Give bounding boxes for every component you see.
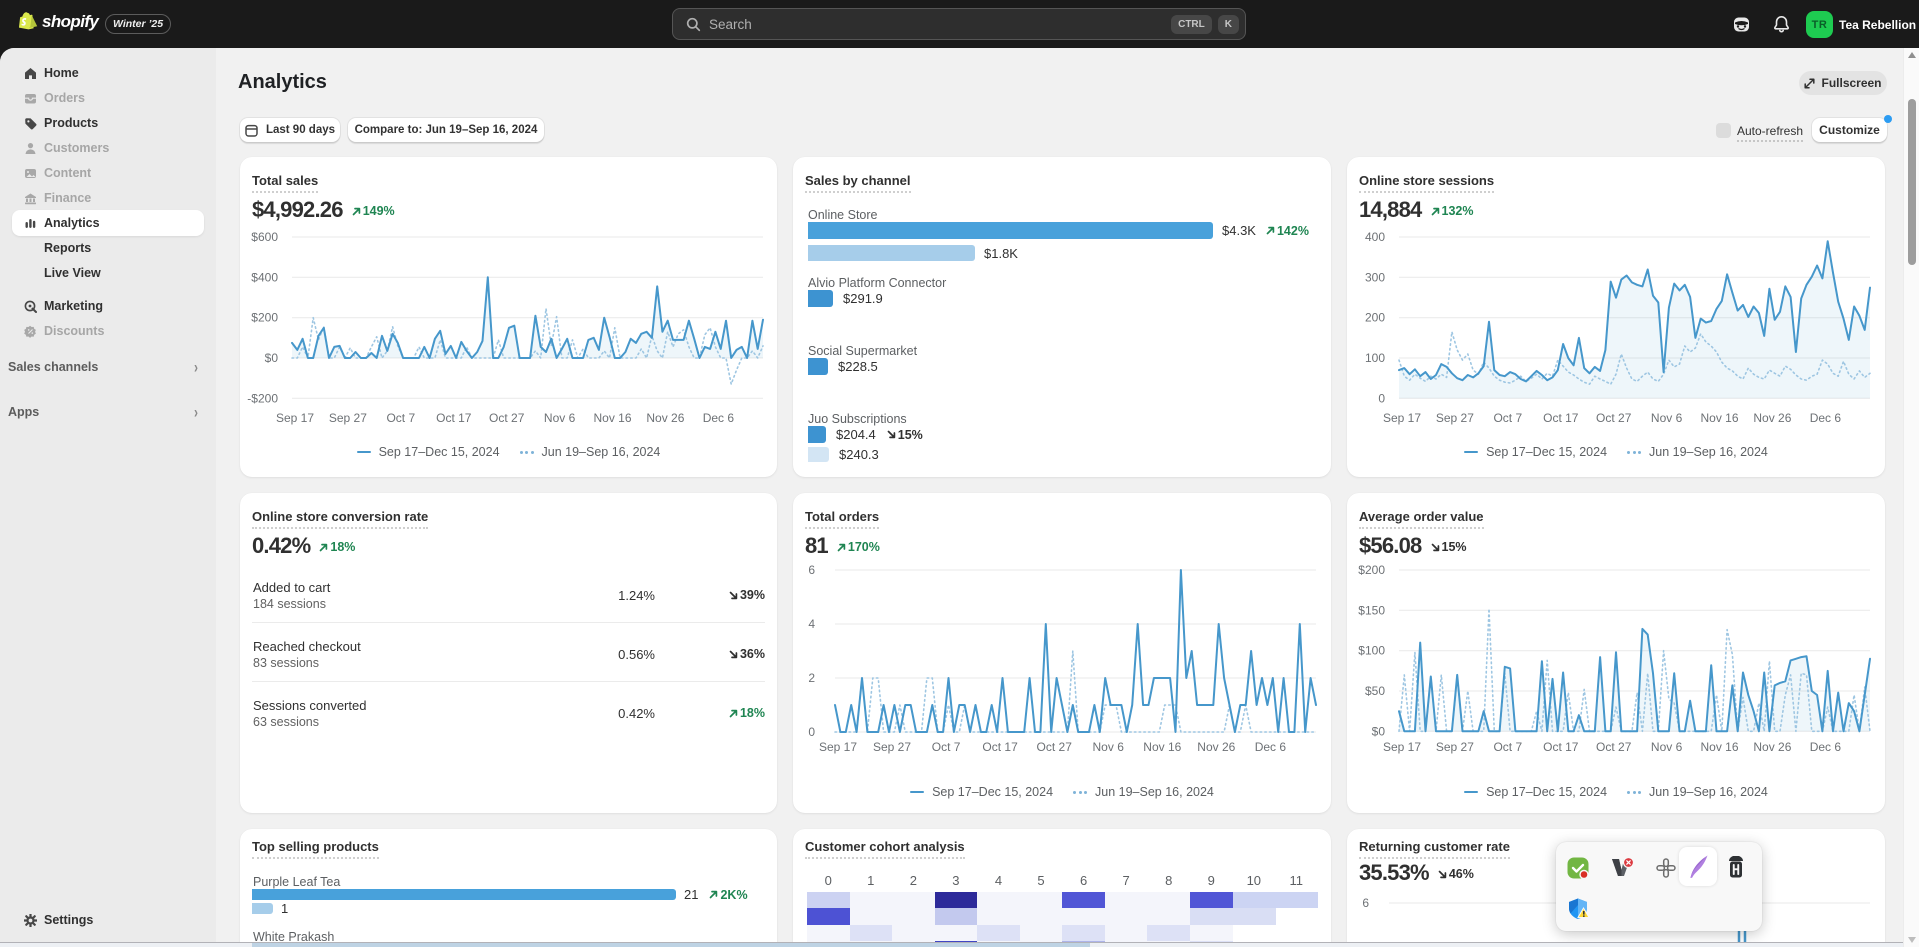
- svg-text:0: 0: [808, 725, 815, 739]
- svg-text:$100: $100: [1358, 644, 1385, 658]
- svg-text:$400: $400: [251, 270, 278, 284]
- svg-text:100: 100: [1365, 351, 1385, 365]
- svg-text:4: 4: [808, 617, 815, 631]
- svg-text:Sep 27: Sep 27: [873, 740, 911, 754]
- svg-text:Nov 26: Nov 26: [1197, 740, 1235, 754]
- svg-text:300: 300: [1365, 270, 1385, 284]
- svg-text:Nov 16: Nov 16: [593, 411, 631, 425]
- svg-text:Dec 6: Dec 6: [1810, 740, 1842, 754]
- svg-text:Oct 27: Oct 27: [489, 411, 525, 425]
- svg-text:$200: $200: [251, 311, 278, 325]
- svg-text:200: 200: [1365, 311, 1385, 325]
- svg-text:Nov 6: Nov 6: [1651, 740, 1683, 754]
- svg-text:Nov 26: Nov 26: [646, 411, 684, 425]
- svg-text:Nov 26: Nov 26: [1753, 740, 1791, 754]
- svg-text:Oct 17: Oct 17: [1543, 740, 1579, 754]
- svg-text:$150: $150: [1358, 603, 1385, 617]
- svg-text:400: 400: [1365, 230, 1385, 244]
- svg-text:Nov 6: Nov 6: [1651, 411, 1683, 425]
- svg-text:Nov 16: Nov 16: [1700, 740, 1738, 754]
- svg-text:Oct 7: Oct 7: [932, 740, 961, 754]
- svg-text:Oct 7: Oct 7: [1493, 411, 1522, 425]
- svg-text:$50: $50: [1365, 684, 1385, 698]
- svg-text:-$200: -$200: [247, 391, 278, 405]
- svg-text:6: 6: [808, 563, 815, 577]
- svg-text:Dec 6: Dec 6: [1255, 740, 1287, 754]
- svg-text:$0: $0: [265, 351, 279, 365]
- svg-text:Oct 27: Oct 27: [1596, 740, 1632, 754]
- svg-text:2: 2: [808, 671, 815, 685]
- svg-text:Sep 27: Sep 27: [1436, 411, 1474, 425]
- svg-text:Sep 17: Sep 17: [819, 740, 857, 754]
- svg-text:$600: $600: [251, 230, 278, 244]
- svg-text:Nov 26: Nov 26: [1753, 411, 1791, 425]
- svg-text:Nov 16: Nov 16: [1143, 740, 1181, 754]
- svg-text:Oct 7: Oct 7: [386, 411, 415, 425]
- svg-text:Sep 27: Sep 27: [329, 411, 367, 425]
- svg-text:Dec 6: Dec 6: [703, 411, 735, 425]
- svg-text:0: 0: [1378, 391, 1385, 405]
- svg-text:Oct 17: Oct 17: [1543, 411, 1579, 425]
- svg-text:Sep 17: Sep 17: [276, 411, 314, 425]
- svg-text:Oct 17: Oct 17: [982, 740, 1018, 754]
- svg-text:Dec 6: Dec 6: [1810, 411, 1842, 425]
- svg-text:Nov 6: Nov 6: [544, 411, 576, 425]
- svg-text:Sep 17: Sep 17: [1383, 740, 1421, 754]
- svg-text:Sep 27: Sep 27: [1436, 740, 1474, 754]
- svg-text:Sep 17: Sep 17: [1383, 411, 1421, 425]
- svg-text:$0: $0: [1372, 724, 1386, 738]
- svg-text:$200: $200: [1358, 563, 1385, 577]
- svg-text:Oct 27: Oct 27: [1037, 740, 1073, 754]
- svg-text:Oct 7: Oct 7: [1493, 740, 1522, 754]
- svg-text:Oct 17: Oct 17: [436, 411, 472, 425]
- svg-text:Oct 27: Oct 27: [1596, 411, 1632, 425]
- svg-text:Nov 6: Nov 6: [1093, 740, 1125, 754]
- svg-text:Nov 16: Nov 16: [1700, 411, 1738, 425]
- svg-text:6: 6: [1362, 896, 1369, 910]
